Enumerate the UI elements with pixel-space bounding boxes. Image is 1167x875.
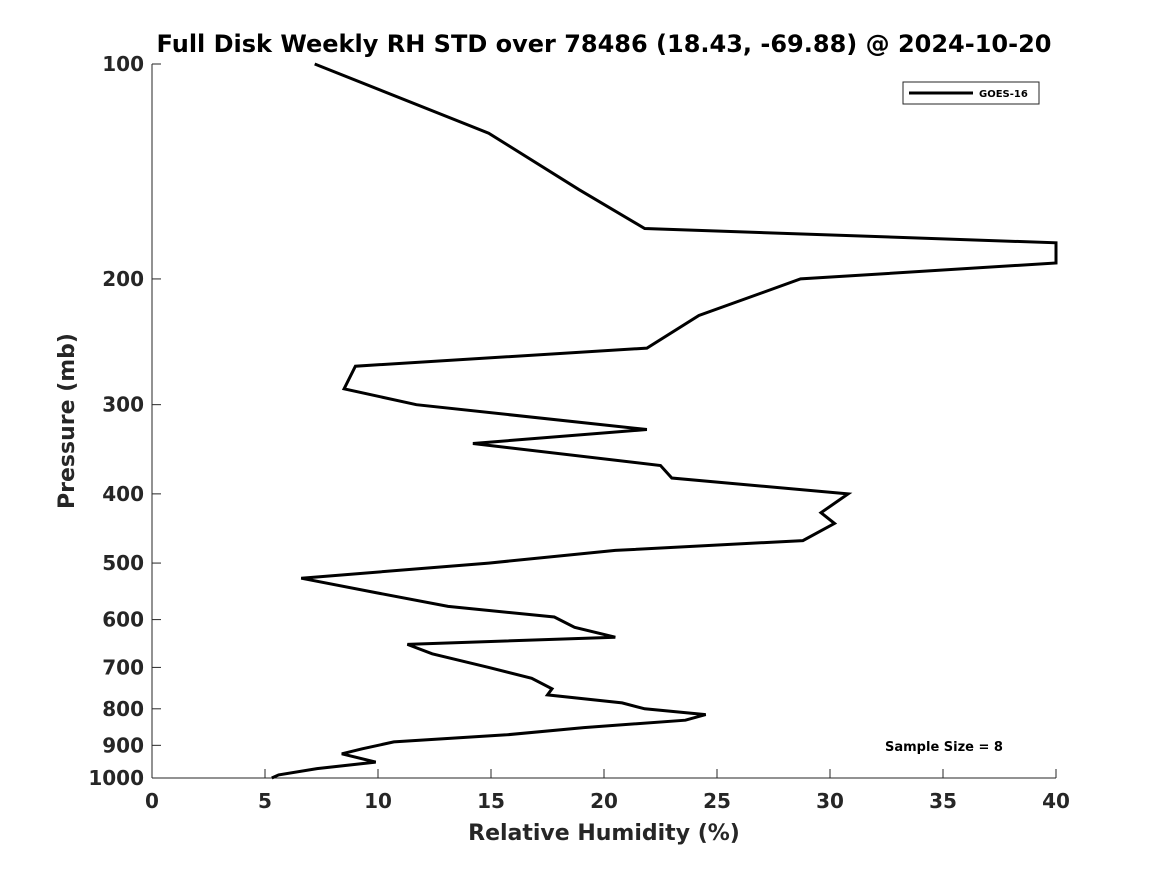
x-tick-label: 5: [258, 789, 272, 813]
y-tick-label: 700: [102, 655, 144, 679]
x-tick-label: 10: [364, 789, 392, 813]
x-tick-label: 35: [929, 789, 957, 813]
x-tick-label: 0: [145, 789, 159, 813]
y-tick-label: 800: [102, 697, 144, 721]
sample-size-annotation: Sample Size = 8: [885, 740, 1003, 755]
y-axis-label: Pressure (mb): [55, 333, 80, 509]
y-tick-label: 500: [102, 551, 144, 575]
x-axis-label: Relative Humidity (%): [468, 821, 740, 846]
series-layer: [271, 62, 1058, 780]
y-tick-label: 600: [102, 608, 144, 632]
y-tick-label: 100: [102, 52, 144, 76]
series-line-goes-16: [271, 62, 1058, 780]
plot-area: [152, 64, 1056, 778]
x-tick-label: 15: [477, 789, 505, 813]
legend-label-goes-16: GOES-16: [979, 89, 1028, 100]
x-tick-label: 20: [590, 789, 618, 813]
legend: GOES-16: [902, 81, 1040, 105]
y-tick-label: 300: [102, 393, 144, 417]
axes: 0 5 10 15 20 25 30 35 40 100 200 300 400 500 600 700 800…: [88, 52, 1070, 813]
x-tick-label: 25: [703, 789, 731, 813]
y-tick-label: 400: [102, 482, 144, 506]
x-tick-label: 30: [816, 789, 844, 813]
y-tick-label: 1000: [88, 766, 144, 790]
chart-title: Full Disk Weekly RH STD over 78486 (18.4…: [157, 30, 1052, 58]
y-tick-label: 200: [102, 267, 144, 291]
y-tick-label: 900: [102, 733, 144, 757]
x-tick-label: 40: [1042, 789, 1070, 813]
